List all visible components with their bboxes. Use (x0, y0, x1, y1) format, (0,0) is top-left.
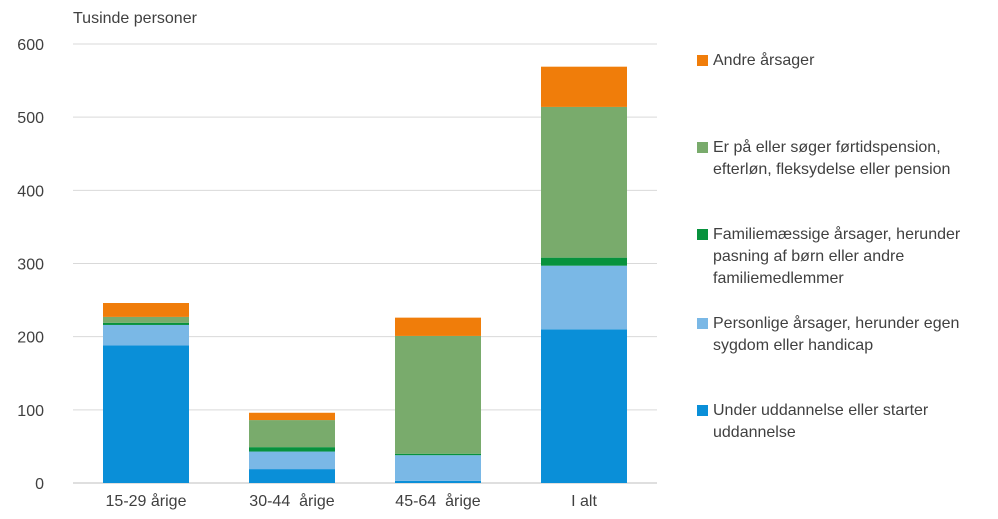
legend-item: Andre årsager (697, 50, 998, 72)
y-tick-label: 600 (17, 37, 44, 54)
x-tick-label: 45-64 årige (395, 492, 480, 510)
bar-segment (395, 480, 481, 483)
bar-segment (103, 322, 189, 325)
y-axis-ticks: 0 100 200 300 400 500 600 (17, 37, 44, 493)
bar-segment (103, 303, 189, 317)
y-axis-unit-label: Tusinde personer (73, 10, 197, 27)
bar-segment (395, 455, 481, 481)
y-tick-label: 400 (17, 183, 44, 200)
legend: Andre årsager Er på eller søger førtidspe… (697, 0, 997, 519)
legend-label: Er på eller søger førtidspension, efterl… (713, 139, 951, 178)
legend-item: Personlige årsager, herunder egen sygdom… (697, 313, 998, 357)
bar-segment (541, 257, 627, 266)
legend-swatch (697, 405, 708, 416)
bar-segment (541, 329, 627, 483)
y-tick-label: 200 (17, 330, 44, 347)
legend-item: Familiemæssige årsager, herunder pasning… (697, 224, 998, 290)
y-tick-label: 300 (17, 257, 44, 274)
legend-label: Personlige årsager, herunder egen sygdom… (713, 315, 960, 354)
y-tick-label: 100 (17, 403, 44, 420)
bar-segment (103, 345, 189, 483)
bar-segment (395, 317, 481, 336)
x-tick-label: 15-29 årige (106, 492, 187, 510)
legend-label: Under uddannelse eller starter uddannels… (713, 402, 929, 441)
bar-segment (395, 453, 481, 456)
legend-swatch (697, 55, 708, 66)
x-tick-label: 30-44 årige (249, 492, 334, 510)
bar-segment (249, 447, 335, 452)
bar-segment (541, 106, 627, 258)
legend-label: Familiemæssige årsager, herunder pasning… (713, 226, 961, 287)
bar-segment (249, 412, 335, 421)
bar-segment (249, 469, 335, 483)
legend-label: Andre årsager (713, 52, 815, 69)
bar-segment (249, 451, 335, 470)
legend-item: Er på eller søger førtidspension, efterl… (697, 137, 998, 181)
bar-segment (103, 324, 189, 346)
bar-segment (541, 265, 627, 330)
legend-swatch (697, 229, 708, 240)
bar-segment (103, 316, 189, 323)
bars (103, 66, 627, 483)
bar-segment (249, 420, 335, 448)
bar-segment (395, 335, 481, 454)
legend-item: Under uddannelse eller starter uddannels… (697, 400, 998, 444)
x-tick-label: I alt (571, 493, 597, 510)
legend-swatch (697, 142, 708, 153)
y-tick-label: 500 (17, 110, 44, 127)
y-tick-label: 0 (35, 476, 44, 493)
bar-segment (541, 66, 627, 107)
legend-swatch (697, 318, 708, 329)
x-axis-ticks: 15-29 årige 30-44 årige 45-64 årige I alt (106, 492, 598, 510)
